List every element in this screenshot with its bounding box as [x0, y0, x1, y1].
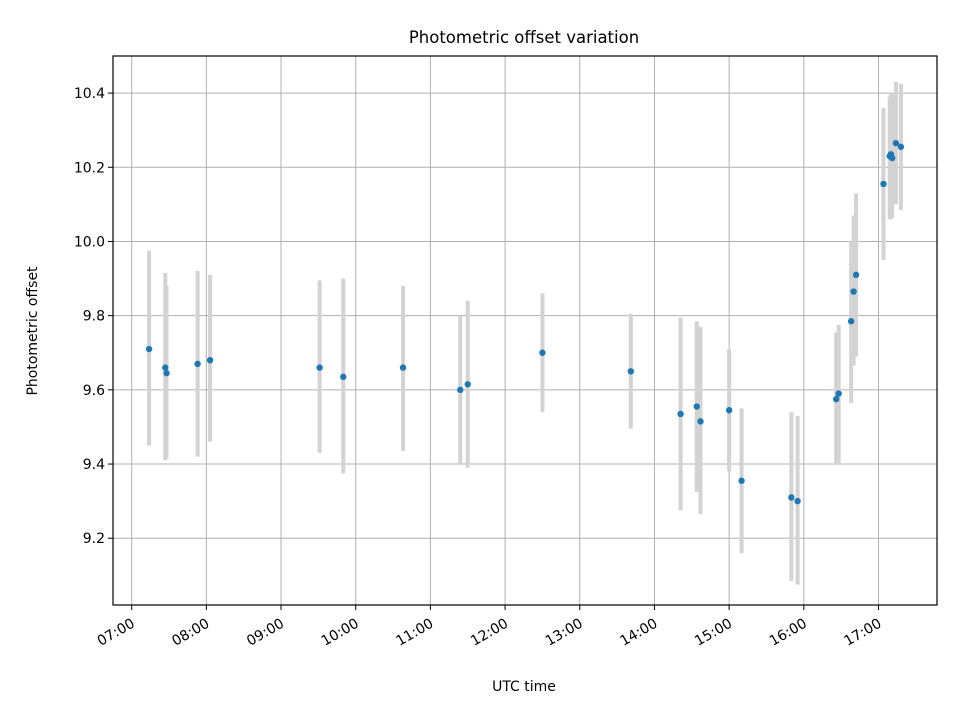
axes-frame — [112, 55, 938, 606]
x-tick-label: 07:00 — [95, 616, 138, 650]
data-point — [399, 364, 407, 371]
data-points — [145, 139, 905, 505]
data-point — [847, 318, 855, 325]
data-point — [539, 349, 546, 356]
data-point — [888, 154, 896, 162]
x-tick-label: 12:00 — [468, 616, 511, 650]
x-tick-label: 08:00 — [169, 616, 212, 650]
data-point — [340, 373, 347, 381]
data-point — [145, 345, 153, 353]
data-point — [464, 381, 471, 388]
y-tick-label: 10.0 — [74, 234, 105, 250]
data-point — [627, 368, 635, 375]
x-tick-label: 14:00 — [617, 616, 660, 650]
data-point — [897, 143, 905, 151]
data-point — [206, 356, 214, 364]
data-point — [725, 407, 733, 414]
x-axis-label: UTC time — [492, 679, 556, 695]
data-point — [880, 180, 887, 188]
x-tick-label: 16:00 — [767, 616, 810, 650]
y-tick-label: 10.4 — [74, 86, 105, 102]
data-point — [194, 360, 201, 368]
grid-lines — [113, 56, 937, 605]
data-point — [677, 410, 684, 418]
data-point — [162, 364, 169, 371]
x-tick-label: 15:00 — [692, 616, 735, 650]
x-tick-label: 11:00 — [393, 616, 436, 650]
y-tick-label: 9.8 — [83, 309, 105, 325]
chart-title: Photometric offset variation — [409, 28, 639, 47]
data-point — [832, 395, 840, 403]
y-axis-label: Photometric offset — [25, 266, 41, 396]
data-point — [794, 497, 801, 505]
data-point — [693, 403, 700, 410]
data-point — [738, 477, 745, 484]
data-point — [163, 369, 170, 377]
x-tick-label: 13:00 — [543, 616, 586, 650]
data-point — [788, 494, 795, 501]
y-tick-label: 9.6 — [83, 383, 105, 399]
data-point — [835, 390, 842, 397]
data-point — [457, 386, 464, 394]
x-axis-ticks: 07:00 08:00 09:00 10:00 11:00 12:00 13:00 14:00… — [95, 605, 885, 650]
y-tick-label: 9.4 — [83, 457, 105, 473]
data-point — [892, 139, 900, 147]
data-point — [697, 418, 704, 425]
data-point — [316, 364, 323, 371]
x-tick-label: 09:00 — [244, 616, 287, 650]
data-point — [852, 271, 860, 279]
x-tick-label: 10:00 — [319, 616, 362, 650]
y-tick-label: 9.2 — [83, 531, 105, 547]
x-tick-label: 17:00 — [842, 616, 885, 650]
data-point — [850, 288, 857, 295]
y-tick-label: 10.2 — [74, 160, 105, 176]
y-axis-ticks: 9.2 9.4 9.6 9.8 10.0 10.2 10.4 — [74, 86, 113, 547]
plot-area — [113, 56, 937, 605]
